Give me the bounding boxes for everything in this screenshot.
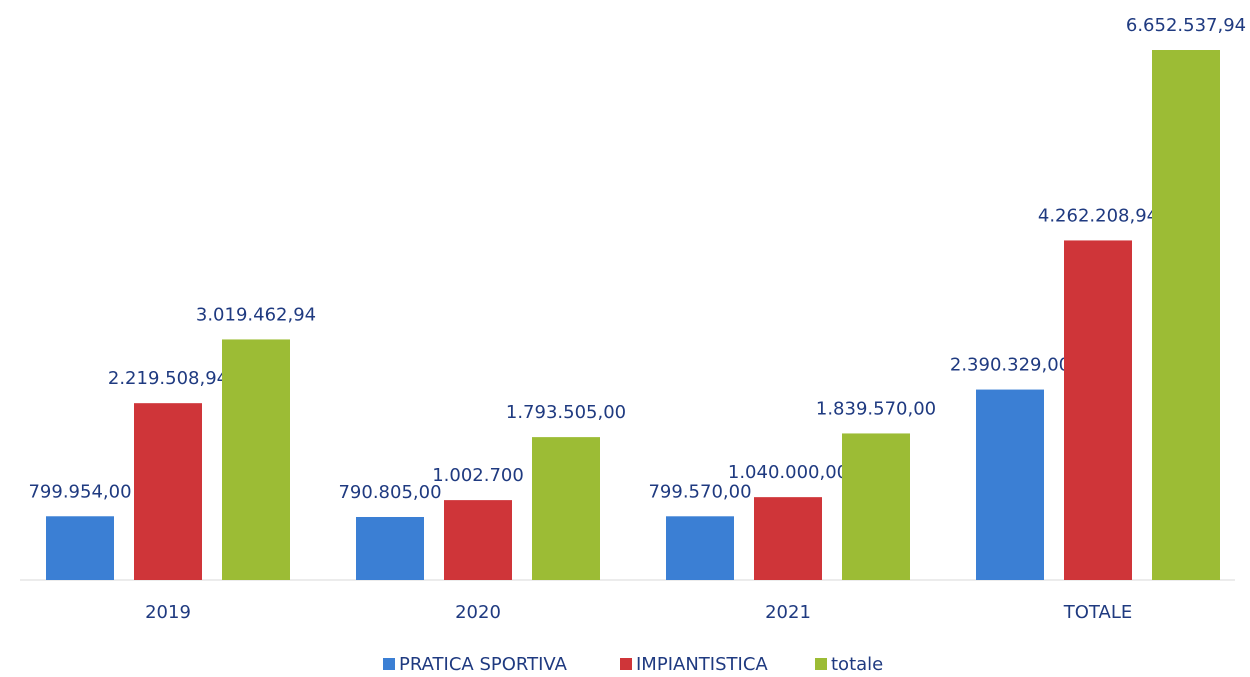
data-label: 1.793.505,00 xyxy=(506,402,626,423)
bar xyxy=(1152,50,1220,580)
legend-label: totale xyxy=(831,654,883,675)
bar xyxy=(976,389,1044,580)
legend-label: PRATICA SPORTIVA xyxy=(399,654,568,675)
legend-label: IMPIANTISTICA xyxy=(636,654,768,675)
x-tick-label: 2019 xyxy=(145,602,191,623)
bar xyxy=(222,339,290,580)
bar xyxy=(754,497,822,580)
bar xyxy=(666,516,734,580)
data-label: 799.570,00 xyxy=(648,481,751,502)
legend-swatch xyxy=(620,658,632,670)
data-label: 1.040.000,00 xyxy=(728,462,848,483)
data-label: 2.390.329,00 xyxy=(950,355,1070,376)
data-label: 3.019.462,94 xyxy=(196,304,316,325)
data-label: 799.954,00 xyxy=(28,481,131,502)
legend-swatch xyxy=(383,658,395,670)
bar xyxy=(532,437,600,580)
bar xyxy=(1064,240,1132,580)
x-tick-label: 2021 xyxy=(765,602,811,623)
legend-swatch xyxy=(815,658,827,670)
bar xyxy=(444,500,512,580)
data-label: 1.839.570,00 xyxy=(816,398,936,419)
bar xyxy=(842,433,910,580)
x-tick-label: TOTALE xyxy=(1063,602,1132,623)
data-label: 2.219.508,94 xyxy=(108,368,228,389)
bar xyxy=(46,516,114,580)
data-label: 1.002.700 xyxy=(432,465,524,486)
bar xyxy=(134,403,202,580)
bar xyxy=(356,516,424,580)
x-tick-label: 2020 xyxy=(455,602,501,623)
data-label: 4.262.208,94 xyxy=(1038,205,1158,226)
data-label: 790.805,00 xyxy=(338,482,441,503)
data-label: 6.652.537,94 xyxy=(1126,15,1246,36)
